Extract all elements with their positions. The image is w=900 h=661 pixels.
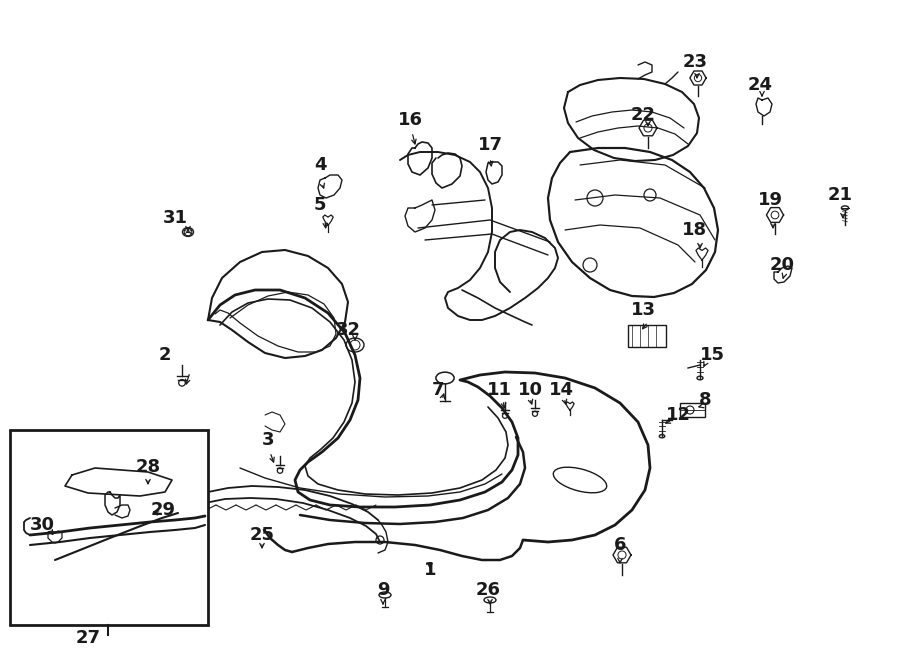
Text: 14: 14: [548, 381, 573, 399]
Text: 1: 1: [424, 561, 436, 579]
Text: 24: 24: [748, 76, 772, 94]
Text: 29: 29: [150, 501, 176, 519]
Text: 19: 19: [758, 191, 782, 209]
Text: 27: 27: [76, 629, 101, 647]
Text: 3: 3: [262, 431, 274, 449]
Text: 4: 4: [314, 156, 326, 174]
Text: 9: 9: [377, 581, 389, 599]
Text: 31: 31: [163, 209, 187, 227]
Text: 32: 32: [336, 321, 361, 339]
Text: 6: 6: [614, 536, 626, 554]
Text: 16: 16: [398, 111, 422, 129]
Text: 11: 11: [487, 381, 511, 399]
Text: 28: 28: [135, 458, 160, 476]
Text: 7: 7: [432, 381, 445, 399]
Bar: [628, 325, 666, 347]
Text: 22: 22: [631, 106, 655, 124]
Text: 10: 10: [518, 381, 543, 399]
Text: 30: 30: [30, 516, 55, 534]
Bar: [10, 430, 208, 625]
Text: 12: 12: [665, 406, 690, 424]
Text: 21: 21: [827, 186, 852, 204]
Text: 20: 20: [770, 256, 795, 274]
Text: 2: 2: [158, 346, 171, 364]
Text: 5: 5: [314, 196, 326, 214]
Text: 18: 18: [682, 221, 707, 239]
Text: 13: 13: [631, 301, 655, 319]
Text: 15: 15: [699, 346, 725, 364]
Bar: [680, 403, 705, 417]
Text: 8: 8: [698, 391, 711, 409]
Text: 23: 23: [682, 53, 707, 71]
Text: 25: 25: [249, 526, 274, 544]
Text: 26: 26: [475, 581, 500, 599]
Text: 17: 17: [478, 136, 502, 154]
